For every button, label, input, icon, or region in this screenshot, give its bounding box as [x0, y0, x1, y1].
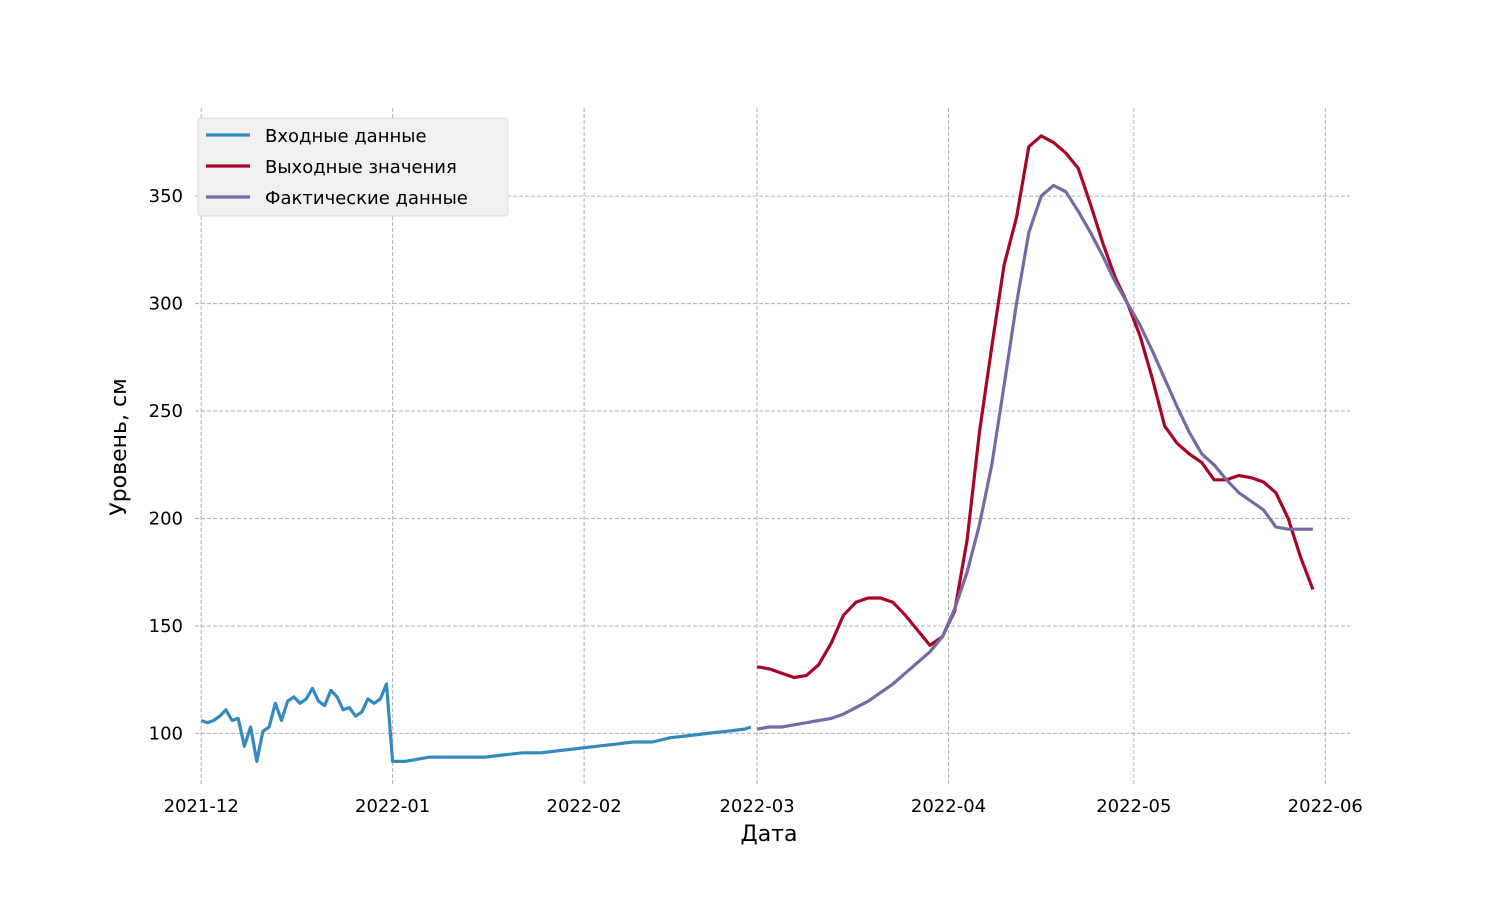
y-tick-label: 350: [149, 186, 183, 207]
legend-entry: Фактические данные: [265, 188, 468, 209]
x-axis-ticks: 2021-12 2022-01 2022-02 2022-03 2022-04 2022-…: [164, 796, 1363, 817]
x-tick-label: 2022-02: [547, 796, 622, 817]
y-tick-label: 300: [149, 294, 183, 315]
series-lines: [200, 134, 1315, 764]
x-axis-label: Дата: [741, 822, 798, 847]
y-axis-label: Уровень, см: [107, 378, 132, 515]
series-line-2: [756, 134, 1315, 680]
x-tick-label: 2022-01: [355, 796, 430, 817]
legend-frame: [197, 117, 509, 217]
y-axis-ticks: 100 150 200 250 300 350: [149, 186, 183, 744]
y-tick-label: 150: [149, 616, 183, 637]
legend-entry: Выходные значения: [265, 157, 457, 178]
legend: Входные данные Выходные значения Фактическ…: [197, 117, 509, 217]
x-tick-label: 2021-12: [164, 796, 239, 817]
y-tick-label: 250: [149, 401, 183, 422]
y-tick-label: 200: [149, 508, 183, 529]
x-tick-label: 2022-05: [1096, 796, 1171, 817]
x-tick-label: 2022-03: [719, 796, 794, 817]
series-line-1: [200, 682, 752, 764]
legend-entry: Входные данные: [265, 126, 427, 147]
series-line-3: [756, 183, 1313, 731]
y-tick-label: 100: [149, 723, 183, 744]
x-tick-label: 2022-06: [1288, 796, 1363, 817]
x-tick-label: 2022-04: [911, 796, 986, 817]
